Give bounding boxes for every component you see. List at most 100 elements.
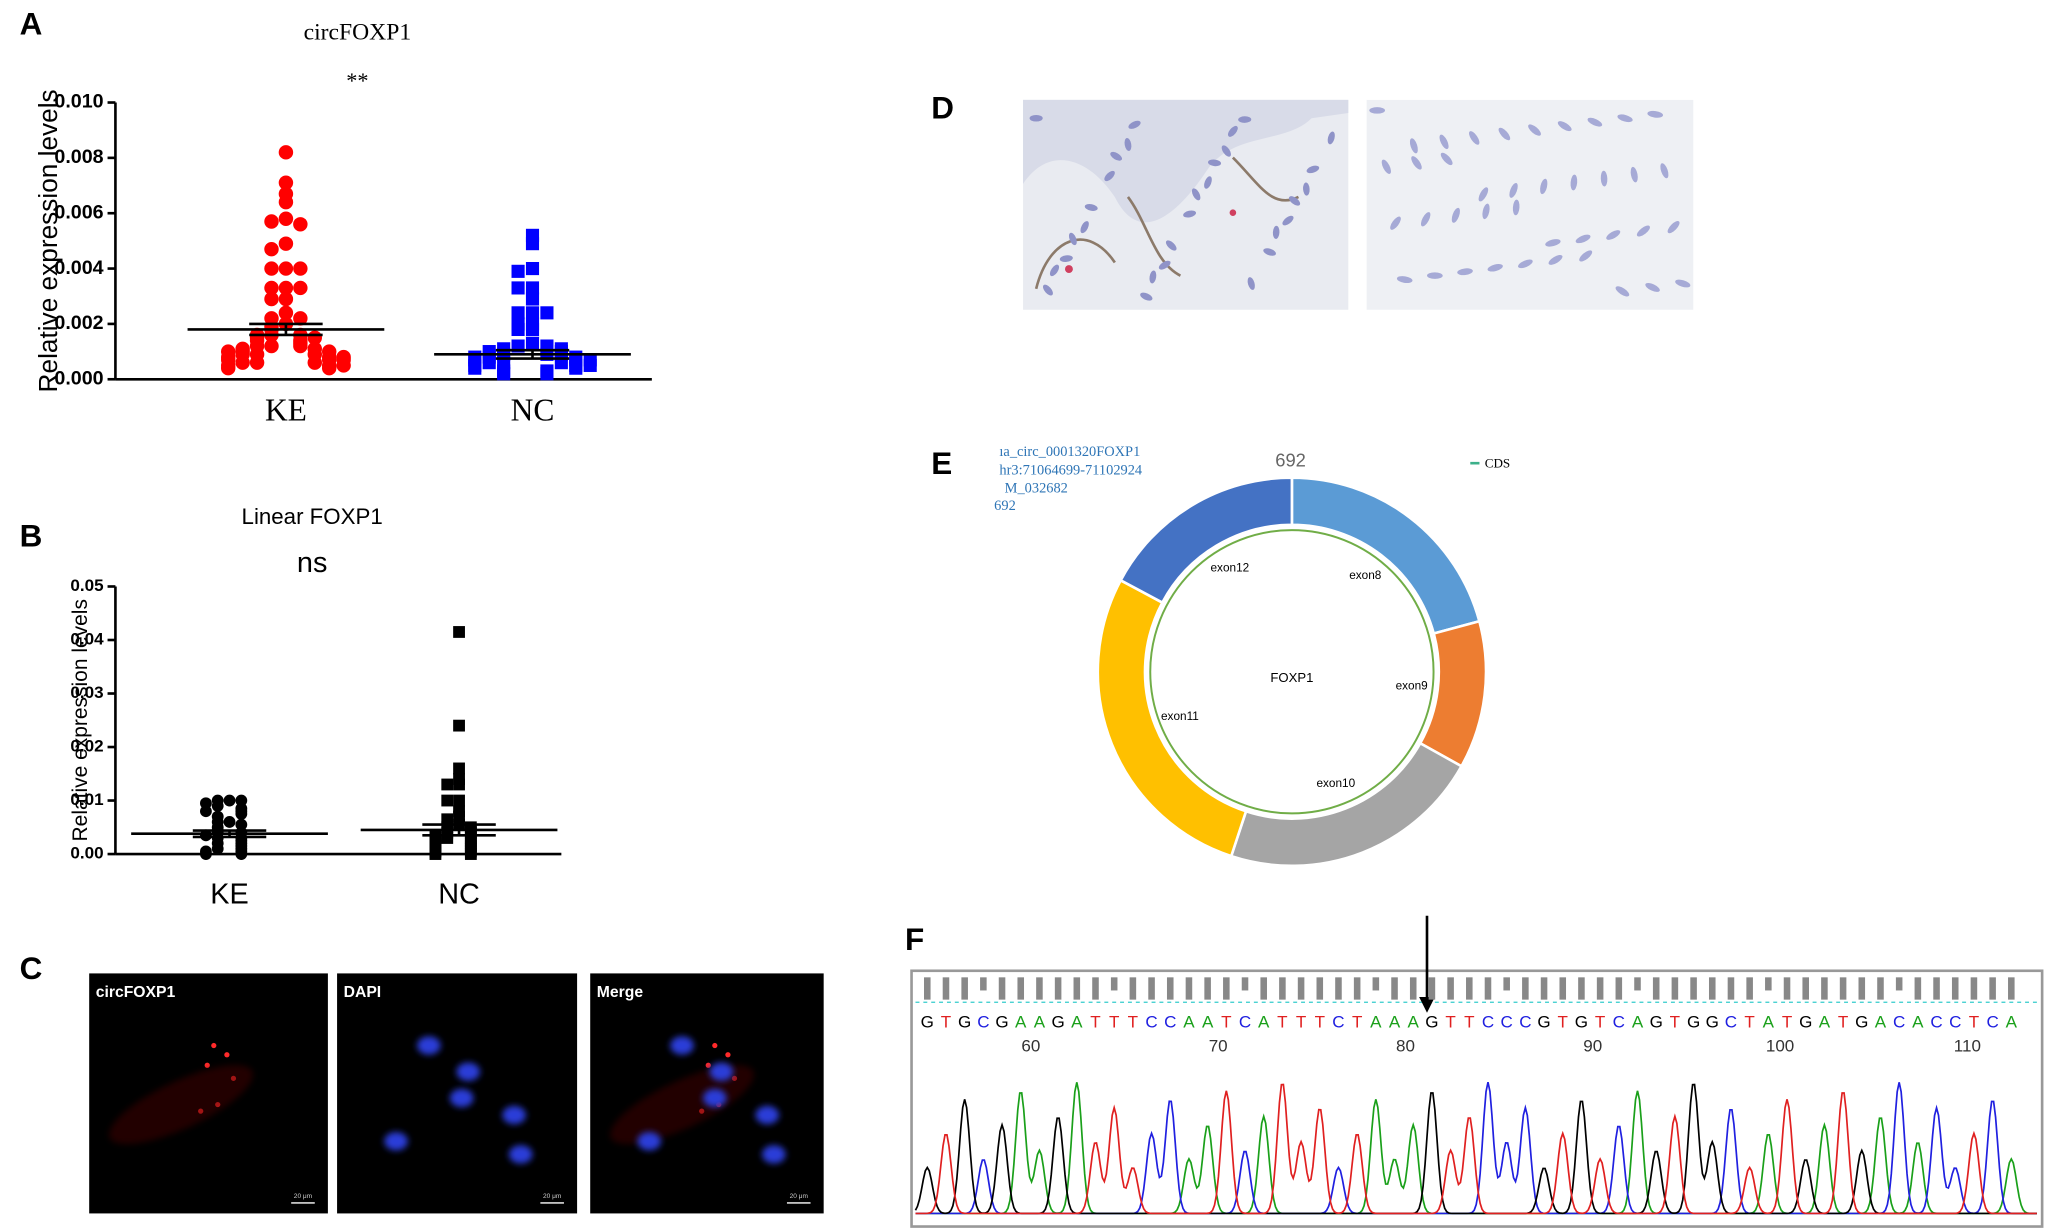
- error-bar: [495, 348, 570, 360]
- data-point: [321, 360, 337, 376]
- y-tick-label: 0.01: [70, 790, 103, 809]
- cell: [1183, 210, 1197, 218]
- signal: [224, 1052, 230, 1058]
- total-label: 692: [1275, 450, 1306, 471]
- cell: [1124, 138, 1132, 151]
- cell: [1409, 138, 1418, 154]
- cell: [1615, 286, 1630, 297]
- scale-label: 20 μm: [790, 1193, 809, 1200]
- data-point: [525, 336, 540, 350]
- data-point: [221, 360, 236, 376]
- nucleus: [456, 1062, 481, 1081]
- quality-bar: [1297, 977, 1305, 1000]
- position-label: 100: [1766, 1036, 1794, 1055]
- stain: [1065, 265, 1073, 274]
- legend-label: CDS: [1485, 456, 1511, 471]
- y-axis-label: Relative expression levels: [69, 599, 92, 841]
- quality-bar: [1970, 977, 1978, 1000]
- base-label: G: [1799, 1013, 1812, 1032]
- data-point: [249, 355, 265, 370]
- segment-label: exon9: [1396, 679, 1428, 693]
- cell: [1420, 212, 1431, 227]
- cell: [108, 1065, 254, 1145]
- position-label: 110: [1954, 1036, 1981, 1055]
- quality-bar: [1727, 977, 1735, 1000]
- quality-bar: [1110, 977, 1118, 991]
- cell: [1110, 151, 1123, 161]
- quality-bar: [1821, 977, 1828, 1000]
- base-label: G: [1650, 1013, 1663, 1032]
- base-label: G: [1051, 1013, 1064, 1032]
- quality-bar: [1466, 977, 1473, 1000]
- cell: [1575, 234, 1591, 244]
- y-tick-label: 0.004: [54, 257, 103, 279]
- base-label: G: [1855, 1013, 1868, 1032]
- data-point: [453, 810, 465, 823]
- quality-bar: [2008, 977, 2015, 1000]
- annotation: 692: [994, 498, 1016, 514]
- base-label: A: [1071, 1013, 1083, 1032]
- base-label: A: [2006, 1013, 2018, 1032]
- base-label: A: [1202, 1013, 1214, 1032]
- data-point: [278, 211, 294, 226]
- cell: [1263, 248, 1276, 256]
- base-label: C: [1501, 1013, 1513, 1032]
- cell: [1636, 225, 1650, 237]
- data-point: [525, 281, 540, 295]
- cell: [1617, 114, 1633, 123]
- base-label: T: [1128, 1013, 1139, 1032]
- cell: [1288, 196, 1301, 206]
- cell: [1247, 277, 1255, 290]
- quality-bar: [1241, 977, 1249, 991]
- data-point: [211, 842, 224, 855]
- cell: [1327, 131, 1335, 145]
- ihc-image: [1366, 99, 1694, 310]
- signal: [712, 1042, 718, 1049]
- cell: [1487, 264, 1503, 272]
- quality-bar: [1073, 977, 1081, 1000]
- signal: [211, 1042, 217, 1049]
- quality-bar: [1839, 977, 1847, 1000]
- base-label: T: [1969, 1013, 1980, 1032]
- cell: [1207, 159, 1222, 167]
- quality-bar: [942, 977, 950, 1000]
- quality-bar: [1596, 977, 1604, 1000]
- arrow-head: [1419, 997, 1435, 1013]
- panel-label: B: [20, 518, 43, 553]
- data-point: [511, 281, 525, 295]
- data-point: [293, 261, 308, 276]
- data-point: [264, 261, 279, 276]
- trace: [914, 1083, 2037, 1215]
- quality-bar: [1989, 977, 1996, 1000]
- quality-bar: [1540, 977, 1548, 1000]
- quality-bar: [1746, 977, 1753, 1000]
- quality-bar: [1690, 977, 1697, 1000]
- stain: [1229, 209, 1237, 216]
- base-label: C: [1519, 1013, 1531, 1032]
- base-label: A: [1389, 1013, 1401, 1032]
- data-point: [278, 145, 294, 160]
- position-label: 70: [1209, 1036, 1228, 1055]
- nucleus: [417, 1036, 441, 1055]
- nucleus: [384, 1132, 408, 1151]
- base-label: G: [995, 1013, 1008, 1032]
- data-point: [307, 355, 322, 370]
- data-point: [497, 367, 511, 381]
- quality-bar: [1447, 977, 1454, 1000]
- cell: [1068, 232, 1077, 246]
- panel-label: A: [20, 7, 43, 42]
- scale-label: 20 μm: [543, 1193, 562, 1200]
- nucleus: [502, 1105, 526, 1125]
- y-tick-label: 0.006: [54, 201, 103, 223]
- cell: [1165, 240, 1177, 251]
- panel-d: D: [931, 91, 1694, 310]
- cell: [1667, 221, 1680, 234]
- base-label: C: [1239, 1013, 1251, 1032]
- cell: [1059, 255, 1073, 262]
- base-label: A: [1632, 1013, 1644, 1032]
- quality-bar: [924, 977, 931, 1000]
- error-bar: [422, 823, 496, 837]
- base-label: A: [1408, 1013, 1420, 1032]
- base-label: A: [1819, 1013, 1831, 1032]
